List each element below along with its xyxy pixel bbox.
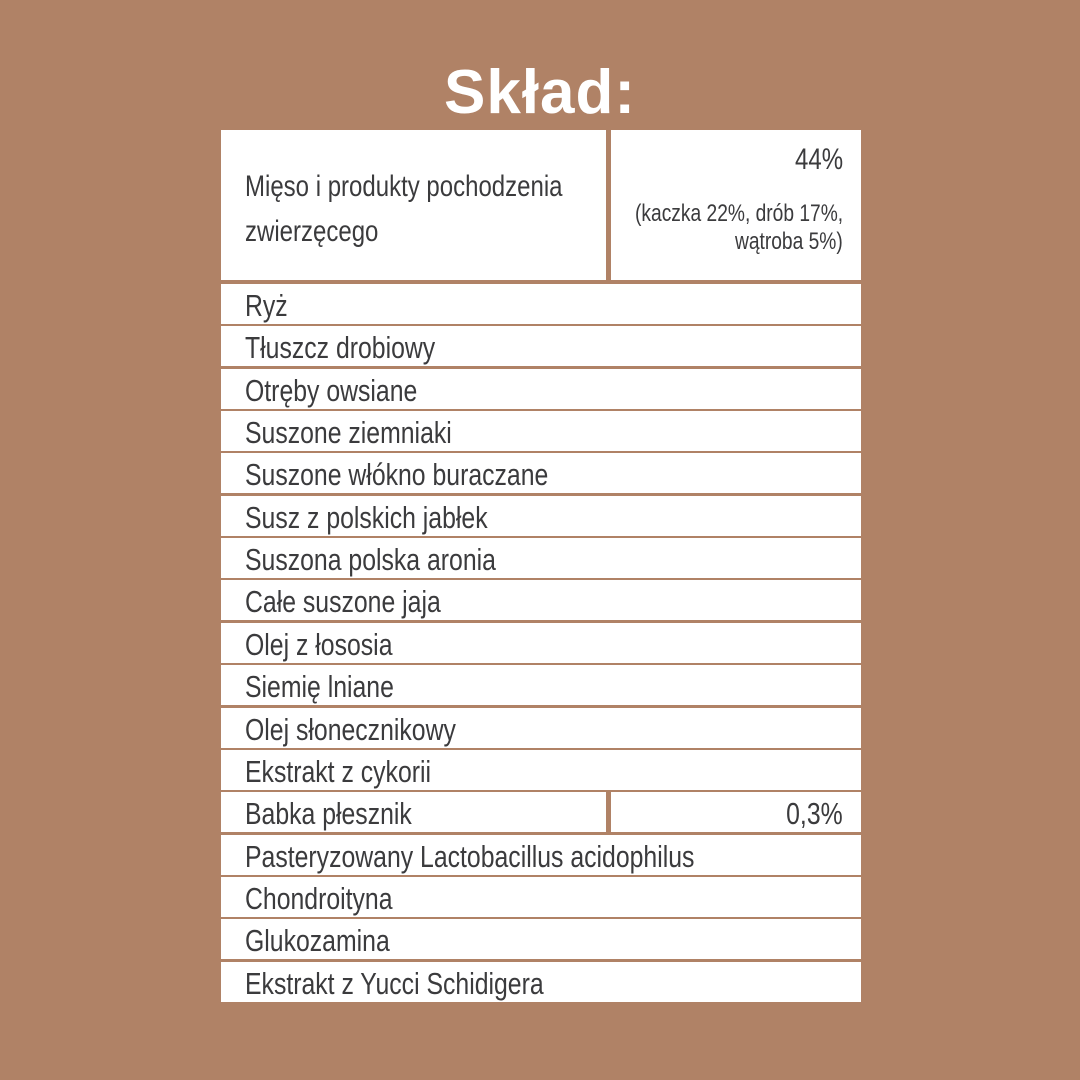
ingredient-row: Susz z polskich jabłek	[221, 495, 861, 536]
ingredient-row: Ekstrakt z Yucci Schidigera	[221, 961, 861, 1002]
header-percent: 44%	[794, 143, 843, 176]
header-label: Mięso i produkty pochodzenia zwierzęcego	[245, 170, 563, 248]
header-value-cell: 44% (kaczka 22%, drób 17%, wątroba 5%)	[611, 130, 861, 280]
ingredient-row: Ryż	[221, 284, 861, 324]
ingredient-row: Suszona polska aronia	[221, 538, 861, 579]
cell-divider	[606, 792, 611, 833]
header-breakdown-line2: wątroba 5%)	[735, 228, 843, 255]
ingredient-row: Całe suszone jaja	[221, 580, 861, 621]
ingredient-name: Suszone włókno buraczane	[245, 457, 549, 493]
ingredient-name: Babka płesznik	[245, 796, 412, 832]
ingredient-name: Olej słonecznikowy	[245, 711, 456, 747]
ingredient-row: Chondroityna	[221, 876, 861, 917]
ingredient-row: Tłuszcz drobiowy	[221, 326, 861, 367]
ingredient-name: Pasteryzowany Lactobacillus acidophilus	[245, 838, 695, 874]
header-breakdown-line1: (kaczka 22%, drób 17%,	[634, 200, 843, 227]
ingredient-row: Siemię lniane	[221, 665, 861, 706]
ingredient-name: Susz z polskich jabłek	[245, 499, 488, 535]
ingredient-row: Olej słonecznikowy	[221, 707, 861, 748]
page-title: Skład:	[443, 58, 637, 127]
ingredient-row: Pasteryzowany Lactobacillus acidophilus	[221, 834, 861, 875]
ingredient-name: Glukozamina	[245, 923, 390, 959]
ingredient-name: Całe suszone jaja	[245, 584, 441, 620]
ingredient-row: Suszone ziemniaki	[221, 411, 861, 452]
ingredient-name: Suszona polska aronia	[245, 542, 496, 578]
header-label-cell: Mięso i produkty pochodzenia zwierzęcego	[221, 130, 606, 280]
ingredient-row: Suszone włókno buraczane	[221, 453, 861, 494]
ingredient-name: Ekstrakt z cykorii	[245, 753, 432, 789]
ingredient-value: 0,3%	[786, 796, 843, 832]
ingredient-row: Babka płesznik 0,3%	[221, 792, 861, 833]
ingredient-name: Siemię lniane	[245, 669, 394, 705]
ingredient-row: Olej z łososia	[221, 622, 861, 663]
ingredient-name: Suszone ziemniaki	[245, 415, 452, 451]
ingredient-name: Tłuszcz drobiowy	[245, 330, 436, 366]
ingredient-name: Ryż	[245, 288, 288, 323]
ingredient-name: Otręby owsiane	[245, 372, 418, 408]
ingredient-name: Olej z łososia	[245, 626, 393, 662]
ingredient-row: Otręby owsiane	[221, 368, 861, 409]
ingredient-name: Chondroityna	[245, 880, 393, 916]
ingredient-row: Ekstrakt z cykorii	[221, 749, 861, 790]
ingredient-name: Ekstrakt z Yucci Schidigera	[245, 965, 544, 1001]
ingredient-row: Glukozamina	[221, 919, 861, 960]
